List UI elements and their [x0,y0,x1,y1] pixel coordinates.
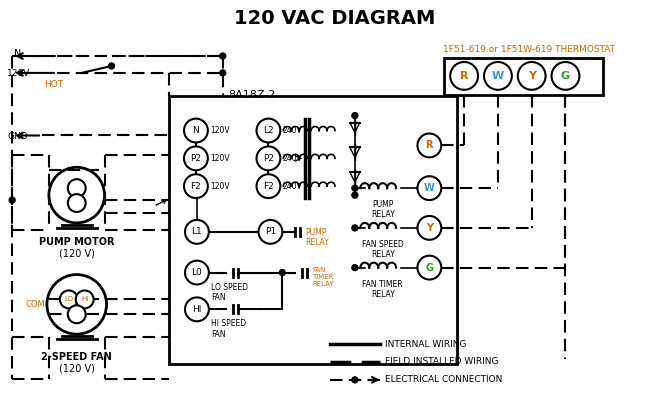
Circle shape [257,174,280,198]
Text: FAN TIMER
RELAY: FAN TIMER RELAY [362,279,403,299]
Circle shape [220,53,226,59]
Text: R: R [460,71,468,81]
Circle shape [417,176,442,200]
Text: L2: L2 [263,126,274,135]
Text: Y: Y [426,223,433,233]
Text: W: W [424,183,435,193]
Text: F2: F2 [263,182,274,191]
Circle shape [484,62,512,90]
Text: 8A18Z-2: 8A18Z-2 [228,90,276,100]
Text: PUMP MOTOR: PUMP MOTOR [39,237,115,247]
Circle shape [257,146,280,170]
Circle shape [352,377,358,383]
Circle shape [47,274,107,334]
Bar [444,58,603,95]
Text: L0: L0 [192,268,202,277]
Text: G: G [425,263,433,273]
Circle shape [352,185,358,191]
Circle shape [185,261,209,285]
Circle shape [185,220,209,244]
Text: 120V: 120V [210,182,229,191]
Text: FAN SPEED
RELAY: FAN SPEED RELAY [362,240,403,259]
Circle shape [220,70,226,76]
Bar [169,96,457,364]
Polygon shape [350,172,360,182]
Circle shape [68,179,86,197]
Circle shape [184,174,208,198]
Text: FAN
TIMER
RELAY: FAN TIMER RELAY [312,266,334,287]
Circle shape [185,297,209,321]
Text: INTERNAL WIRING: INTERNAL WIRING [385,340,466,349]
Circle shape [49,167,105,223]
Text: 120V: 120V [210,154,229,163]
Polygon shape [350,147,360,158]
Circle shape [68,305,86,323]
Text: LO: LO [64,296,73,303]
Circle shape [450,62,478,90]
Circle shape [184,146,208,170]
Text: 120 VAC DIAGRAM: 120 VAC DIAGRAM [234,9,436,28]
Text: GND: GND [7,132,28,140]
Text: HI: HI [192,305,202,314]
Circle shape [417,216,442,240]
Text: 120V: 120V [210,126,229,135]
Text: (120 V): (120 V) [59,249,94,259]
Circle shape [518,62,545,90]
Text: COM: COM [25,300,45,309]
Text: L1: L1 [192,228,202,236]
Polygon shape [350,123,360,132]
Circle shape [68,194,86,212]
Circle shape [352,113,358,119]
Circle shape [417,134,442,158]
Text: 120V: 120V [7,69,30,78]
Text: R: R [425,140,433,150]
Circle shape [184,119,208,142]
Text: HI: HI [81,296,88,303]
Circle shape [417,256,442,279]
Text: N: N [14,49,21,59]
Text: PUMP
RELAY: PUMP RELAY [306,228,329,247]
Text: 240V: 240V [282,154,302,163]
Circle shape [9,197,15,203]
Text: F2: F2 [190,182,201,191]
Circle shape [109,63,115,69]
Circle shape [257,119,280,142]
Text: G: G [561,71,570,81]
Text: FIELD INSTALLED WIRING: FIELD INSTALLED WIRING [385,357,498,367]
Text: HOT: HOT [44,80,63,89]
Text: ELECTRICAL CONNECTION: ELECTRICAL CONNECTION [385,375,502,384]
Text: N: N [192,126,199,135]
Text: W: W [492,71,504,81]
Circle shape [259,220,282,244]
Text: 1F51-619 or 1F51W-619 THERMOSTAT: 1F51-619 or 1F51W-619 THERMOSTAT [443,45,614,54]
Text: HI SPEED
FAN: HI SPEED FAN [211,319,246,339]
Circle shape [352,192,358,198]
Text: LO SPEED
FAN: LO SPEED FAN [211,282,248,302]
Text: PUMP
RELAY: PUMP RELAY [371,200,395,220]
Text: (120 V): (120 V) [59,364,94,374]
Text: 240V: 240V [282,126,302,135]
Text: P2: P2 [263,154,274,163]
Text: Y: Y [528,71,536,81]
Circle shape [352,265,358,271]
Circle shape [352,225,358,231]
Circle shape [76,290,94,308]
Circle shape [551,62,580,90]
Text: P2: P2 [190,154,202,163]
Text: P1: P1 [265,228,276,236]
Text: 2-SPEED FAN: 2-SPEED FAN [42,352,112,362]
Circle shape [60,290,78,308]
Circle shape [279,269,285,276]
Text: 240V: 240V [282,182,302,191]
